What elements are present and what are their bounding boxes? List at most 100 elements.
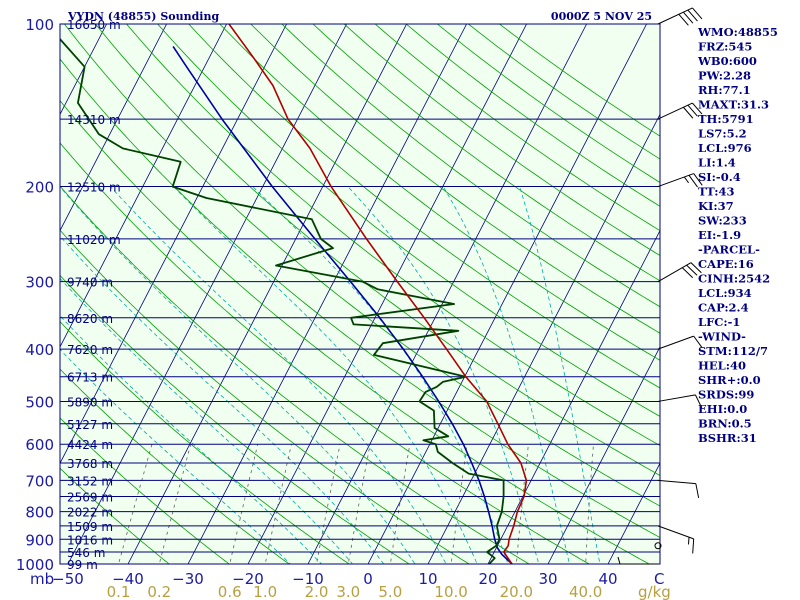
barb-flag	[694, 394, 703, 409]
index-line: EHI:0.0	[698, 402, 747, 416]
height-label-500: 5890 m	[67, 395, 113, 409]
wind-barb-700	[657, 479, 700, 499]
index-line: -WIND-	[698, 330, 746, 344]
barb-flag	[687, 9, 698, 22]
pressure-labels: 100 200 300 400 500 600 700 800 900 1000	[16, 16, 54, 574]
height-label-450: 6713 m	[67, 371, 113, 385]
wind-barb-850	[657, 525, 695, 554]
moist-adiabat-line	[60, 348, 291, 564]
mixing-ratio-line	[515, 444, 529, 564]
height-label-800: 2022 m	[67, 506, 113, 520]
mixing-ratio-line	[585, 444, 594, 564]
index-line: RH:77.1	[698, 83, 751, 97]
isotherm-line	[60, 24, 287, 465]
barb-shaft	[657, 394, 696, 402]
index-line: HEL:40	[698, 359, 746, 373]
wind-barb-400	[657, 335, 703, 350]
sounding-time: 0000Z 5 NOV 25	[551, 10, 652, 23]
index-line: LCL:934	[698, 286, 752, 300]
barb-shaft	[657, 7, 693, 25]
moist-adiabat-line	[60, 186, 416, 564]
barb-half-flag	[687, 537, 690, 545]
barb-flag	[695, 483, 700, 499]
moist-adiabat-line	[347, 186, 540, 564]
mixing-ratio-tick-labels: 0.1 0.2 0.6 1.0 2.0 3.0 5.0 10.0 20.0 40.0	[107, 583, 603, 600]
height-label-700: 3152 m	[67, 474, 113, 488]
temp-tick-label: −50	[52, 570, 84, 588]
mixing-ratio-line	[316, 444, 341, 564]
moist-adiabat-line	[110, 186, 447, 564]
dry-adiabat-line	[60, 368, 290, 564]
isotherm-line	[307, 24, 587, 564]
barb-shaft	[657, 173, 694, 188]
barb-shaft	[657, 262, 692, 283]
mixing-ratio-tick-label: 0.6	[218, 583, 242, 600]
temp-tick-label: −10	[292, 570, 324, 588]
dry-adiabat-line	[60, 100, 650, 564]
dry-adiabat-line	[60, 417, 230, 564]
index-line: SI:-0.4	[698, 170, 741, 184]
height-label-350: 8620 m	[67, 312, 113, 326]
dry-adiabat-line	[125, 24, 660, 446]
index-line: -PARCEL-	[698, 243, 760, 257]
dry-adiabat-line	[94, 24, 660, 476]
mixing-ratio-tick-label: 2.0	[305, 583, 329, 600]
barb-shaft	[657, 102, 693, 120]
temp-tick-label: 20	[478, 570, 497, 588]
index-line: FRZ:545	[698, 40, 752, 54]
index-line: LI:1.4	[698, 156, 736, 170]
pressure-label-1000: 1000	[16, 556, 54, 574]
height-labels: 16650 m 14310 m 12510 m 11020 m 9740 m 8620 m…	[67, 18, 121, 572]
moist-adiabat-line	[173, 186, 478, 564]
barb-shaft	[657, 479, 696, 485]
stability-indices: WMO:48855FRZ:545WB0:600PW:2.28RH:77.1MAX…	[697, 25, 778, 445]
barb-flag	[693, 335, 703, 349]
dry-adiabat-line	[219, 24, 660, 361]
pressure-label-700: 700	[25, 472, 54, 490]
index-line: SHR+:0.0	[698, 373, 761, 387]
height-label-550: 5127 m	[67, 418, 113, 432]
index-line: TH:5791	[698, 112, 754, 126]
temperature-profile-line	[228, 24, 528, 564]
moist-adiabat-line	[519, 186, 601, 564]
isotherm-line	[60, 24, 167, 232]
wind-barb-300	[657, 262, 702, 283]
isotherm-line	[247, 24, 527, 564]
index-line: LS7:5.2	[698, 127, 747, 141]
temp-tick-label: 30	[538, 570, 557, 588]
index-line: SRDS:99	[698, 388, 754, 402]
mixing-ratio-line	[118, 444, 153, 564]
index-line: CAP:2.4	[698, 301, 749, 315]
index-line: KI:37	[698, 199, 734, 213]
mixing-ratio-line	[229, 444, 259, 564]
wind-barb-150	[657, 102, 703, 120]
dry-adiabat-line	[188, 24, 660, 389]
index-line: EI:-1.9	[698, 228, 741, 242]
mixing-ratio-tick-label: 10.0	[434, 583, 467, 600]
barb-flag	[687, 104, 698, 117]
index-line: MAXT:31.3	[698, 98, 769, 112]
barb-flag	[682, 106, 694, 119]
dry-adiabat-line	[250, 24, 660, 334]
wind-barb-100	[657, 7, 703, 26]
barb-flag	[692, 538, 695, 554]
isotherm-line	[187, 24, 467, 564]
height-label-750: 2569 m	[67, 491, 113, 505]
wind-barb-500	[657, 394, 703, 409]
barb-half-flag	[617, 556, 621, 565]
height-label-1000: 99 m	[67, 558, 98, 572]
mixing-ratio-tick-label: 0.2	[147, 583, 171, 600]
index-line: WMO:48855	[697, 25, 778, 39]
barb-flag	[693, 173, 703, 186]
wind-barb-1000	[617, 556, 658, 565]
isotherm-line	[127, 24, 407, 564]
barb-flag	[681, 267, 694, 279]
index-line: LFC:-1	[698, 315, 740, 329]
dry-adiabat-line	[343, 24, 660, 256]
dry-adiabat-line	[60, 185, 530, 564]
temp-tick-label: −40	[112, 570, 144, 588]
barb-shaft	[657, 335, 694, 350]
pressure-label-300: 300	[25, 274, 54, 292]
pressure-label-100: 100	[25, 16, 54, 34]
